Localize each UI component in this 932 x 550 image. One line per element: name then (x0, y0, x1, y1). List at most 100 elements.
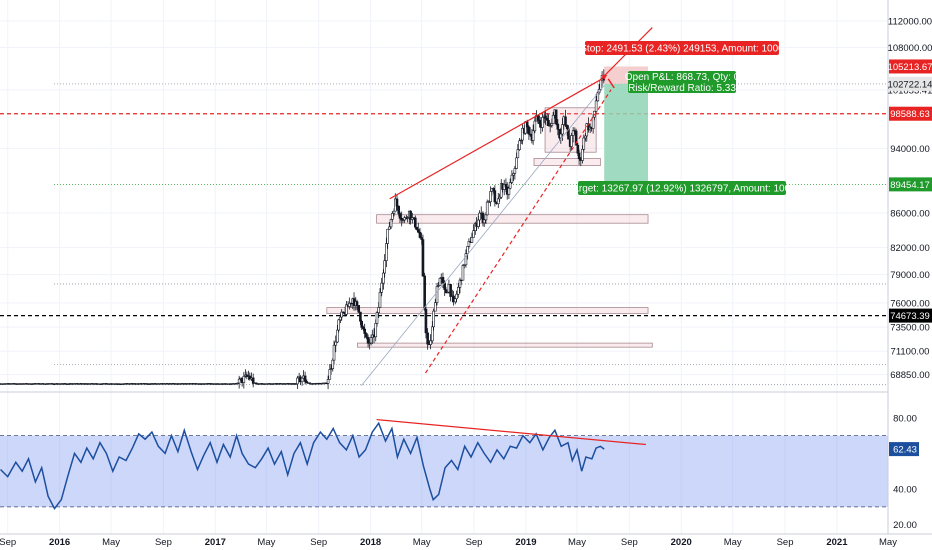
price-line-label: 102722.14 (888, 79, 932, 90)
stop-label: Stop: 2491.53 (2.43%) 249153, Amount: 10… (580, 44, 784, 55)
time-tick-label: 2016 (49, 537, 70, 548)
candle-body (332, 344, 336, 361)
candle-body (389, 219, 393, 228)
candle-body (395, 198, 399, 207)
position-tool[interactable] (604, 66, 649, 185)
candle-body (531, 130, 535, 141)
candle-body (303, 375, 307, 382)
candle-body (564, 116, 567, 126)
candle-body (388, 226, 391, 230)
support-zone (326, 307, 649, 314)
candle-body (421, 239, 425, 277)
candle-body (508, 182, 512, 189)
time-tick-label: 2018 (360, 537, 381, 548)
candle-body (541, 117, 544, 128)
candle-body (418, 231, 422, 238)
candle-body (423, 275, 426, 310)
price-tick-label: 101853.41 (888, 86, 932, 97)
time-tick-label: May (724, 537, 742, 548)
candle-body (429, 340, 432, 345)
candle-body (493, 190, 497, 203)
trendline (425, 89, 612, 374)
candle-body (449, 284, 452, 297)
candle-body (489, 191, 492, 203)
candle-body (482, 219, 486, 224)
candle-body (576, 144, 580, 154)
candle-body (556, 123, 560, 130)
candle-body (414, 217, 417, 228)
rsi-panel (0, 418, 888, 510)
candle-body (337, 319, 341, 331)
candle-body (296, 377, 299, 385)
candle-body (456, 286, 460, 295)
candle-body (433, 302, 437, 312)
candle-body (515, 157, 518, 169)
drawings-layer[interactable] (360, 27, 653, 387)
time-tick-label: Sep (0, 537, 16, 548)
candle-body (484, 214, 488, 221)
candle-body (570, 135, 573, 147)
exit-arrow-icon (607, 78, 615, 89)
candle-body (424, 308, 428, 334)
candle-body (432, 310, 435, 328)
candle-body (398, 213, 402, 219)
rsi-divergence-line (376, 418, 646, 446)
candle-body (518, 140, 521, 150)
candle-body (528, 133, 532, 136)
support-zone (357, 342, 653, 348)
candle-body (378, 292, 382, 308)
price-tick-label: 94000.00 (890, 144, 930, 155)
price-line-label: 98588.63 (890, 109, 930, 120)
candle-body (366, 336, 370, 344)
candle-body (581, 149, 584, 161)
stop-label-box (585, 41, 779, 55)
candle-body (431, 326, 434, 342)
time-tick-label: Sep (621, 537, 638, 548)
price-line-label: 74673.39 (890, 311, 930, 322)
candle-body (386, 228, 389, 244)
time-tick-label: Sep (466, 537, 483, 548)
pnl-label-box (628, 71, 736, 93)
candle-body (582, 137, 586, 150)
candle-body (340, 311, 343, 318)
price-line-badge (889, 177, 932, 192)
candle-body (559, 133, 563, 139)
candle-body (336, 329, 339, 343)
candle-body (397, 205, 401, 214)
position-labels: Stop: 2491.53 (2.43%) 249153, Amount: 10… (568, 41, 796, 195)
candle-body (355, 301, 359, 306)
entry-arrow-icon (601, 74, 608, 80)
rsi-line (0, 421, 605, 510)
candle-body (426, 332, 429, 345)
candle-body (462, 264, 466, 266)
price-line-label: 105213.67 (888, 62, 932, 73)
candle-body (345, 304, 348, 315)
candles-layer (0, 69, 606, 390)
candle-body (392, 210, 396, 214)
candle-body (487, 201, 491, 203)
price-tick-label: 79000.00 (890, 270, 930, 281)
time-tick-label: May (102, 537, 120, 548)
candle-body (504, 184, 508, 188)
candle-body (565, 125, 569, 130)
candle-body (441, 277, 445, 284)
candle-body (547, 119, 550, 127)
candle-body (391, 213, 394, 220)
candle-body (360, 320, 363, 328)
candle-body (594, 100, 598, 112)
candle-body (453, 298, 457, 303)
candle-body (436, 285, 440, 287)
price-line-label: 89454.17 (890, 180, 930, 191)
candle-body (357, 305, 361, 313)
candle-body (248, 375, 252, 380)
candle-body (329, 368, 333, 370)
candle-body (382, 272, 385, 284)
ratio-label: Risk/Reward Ratio: 5.33 (628, 83, 736, 94)
time-tick-label: May (257, 537, 275, 548)
time-tick-label: Sep (310, 537, 327, 548)
candle-body (406, 217, 409, 219)
candle-body (375, 312, 379, 324)
candle-body (444, 289, 448, 294)
candle-body (516, 149, 520, 159)
price-line-badge (889, 59, 932, 74)
